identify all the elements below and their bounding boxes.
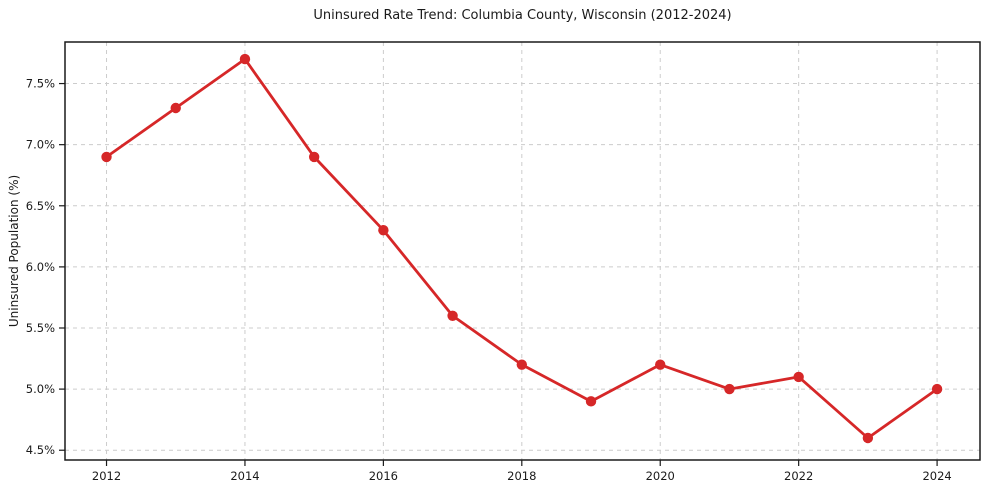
data-point-marker	[447, 310, 458, 321]
data-point-marker	[724, 383, 735, 395]
data-point-marker	[170, 102, 181, 114]
x-tick-label: 2024	[922, 469, 951, 483]
data-point-marker	[793, 371, 804, 383]
y-tick-label: 4.5%	[26, 443, 55, 457]
x-tick-label: 2022	[784, 469, 813, 483]
data-point-marker	[862, 432, 874, 444]
y-tick-label: 7.0%	[26, 138, 55, 152]
chart-title: Uninsured Rate Trend: Columbia County, W…	[313, 8, 732, 23]
y-tick-label: 5.5%	[26, 321, 55, 335]
data-point-marker	[308, 151, 320, 163]
y-tick-label: 6.5%	[26, 199, 55, 213]
data-point-marker	[239, 53, 251, 65]
x-tick-label: 2012	[92, 469, 121, 483]
data-point-marker	[101, 151, 112, 163]
data-point-marker	[378, 225, 389, 236]
y-tick-label: 6.0%	[26, 260, 55, 274]
data-point-marker	[585, 396, 597, 407]
y-tick-label: 7.5%	[26, 77, 55, 91]
y-tick-label: 5.0%	[26, 382, 55, 396]
x-tick-label: 2020	[646, 469, 675, 483]
data-point-marker	[655, 359, 666, 370]
x-tick-label: 2016	[369, 469, 398, 483]
data-point-marker	[516, 359, 528, 370]
data-point-marker	[931, 383, 943, 395]
plot-border	[64, 41, 981, 461]
x-tick-label: 2014	[230, 469, 259, 483]
x-tick-label: 2018	[507, 469, 536, 483]
